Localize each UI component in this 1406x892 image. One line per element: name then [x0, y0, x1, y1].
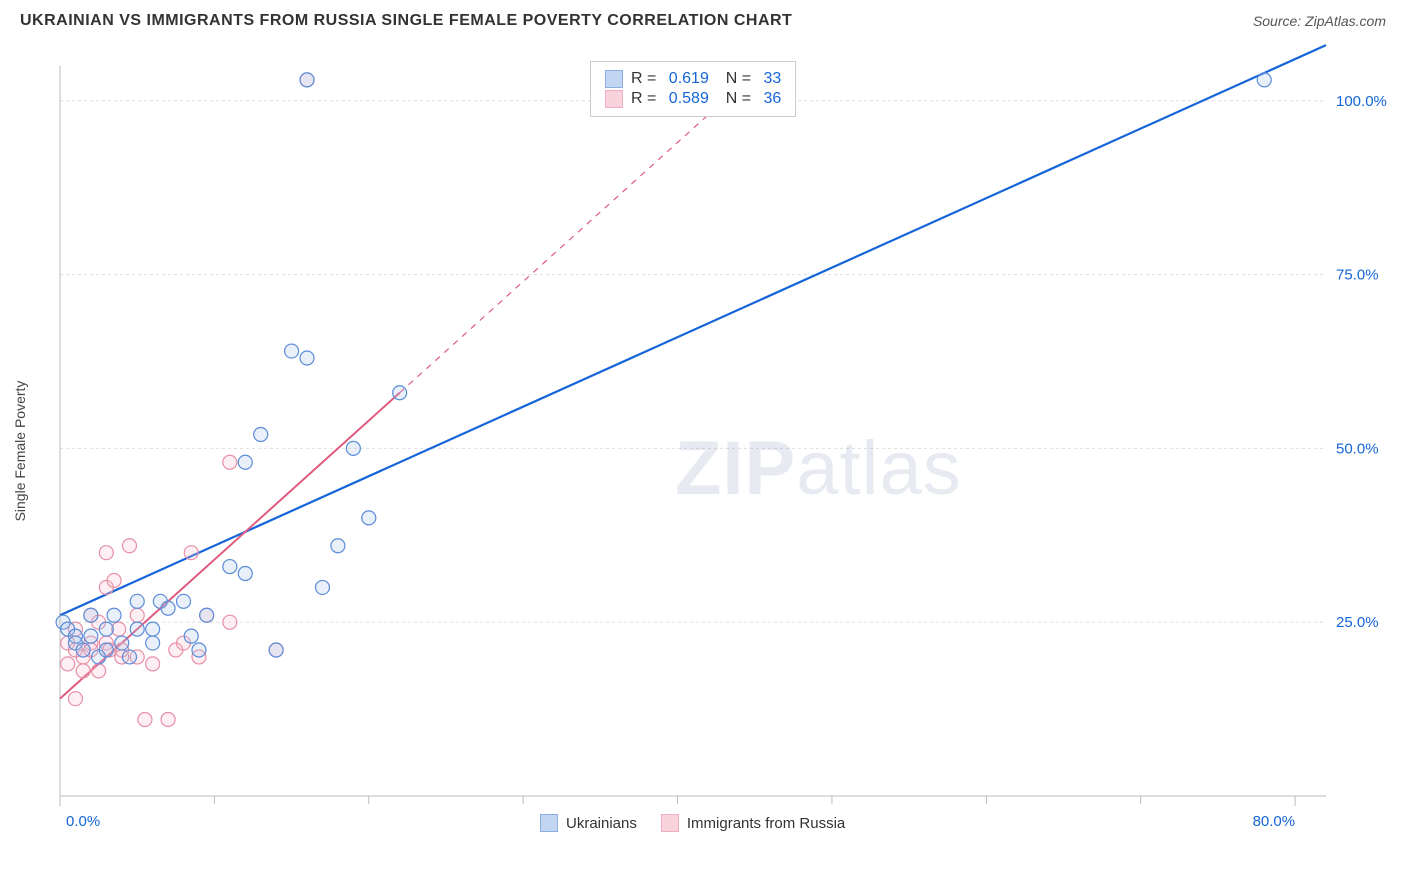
data-point — [122, 650, 136, 664]
data-point — [331, 539, 345, 553]
data-point — [130, 594, 144, 608]
data-point — [99, 622, 113, 636]
data-point — [99, 643, 113, 657]
data-point — [76, 664, 90, 678]
chart-source: Source: ZipAtlas.com — [1253, 13, 1386, 29]
data-point — [107, 573, 121, 587]
y-tick-label: 25.0% — [1336, 614, 1379, 631]
correlation-legend: R = 0.619 N = 33R = 0.589 N = 36 — [590, 61, 796, 117]
series-name: Ukrainians — [566, 815, 637, 832]
legend-n-value: 33 — [764, 70, 782, 88]
data-point — [192, 643, 206, 657]
data-point — [68, 692, 82, 706]
legend-swatch — [661, 814, 679, 832]
data-point — [285, 344, 299, 358]
data-point — [61, 657, 75, 671]
y-tick-label: 75.0% — [1336, 267, 1379, 284]
legend-r-value: 0.589 — [669, 90, 709, 108]
data-point — [76, 643, 90, 657]
y-tick-label: 100.0% — [1336, 93, 1387, 110]
x-tick-label: 80.0% — [1253, 813, 1296, 830]
scatter-chart-svg: 25.0% 50.0% 75.0% 100.0% 0.0% 80.0% — [50, 46, 1386, 856]
data-point — [346, 441, 360, 455]
data-point — [107, 608, 121, 622]
data-point — [223, 615, 237, 629]
data-point — [238, 567, 252, 581]
legend-n-label: N = — [717, 90, 756, 108]
data-point — [122, 539, 136, 553]
legend-r-label: R = — [631, 70, 661, 88]
legend-n-value: 36 — [764, 90, 782, 108]
data-point — [99, 546, 113, 560]
data-point — [184, 629, 198, 643]
data-point — [115, 636, 129, 650]
legend-r-value: 0.619 — [669, 70, 709, 88]
trend-line — [60, 45, 1326, 615]
legend-r-label: R = — [631, 90, 661, 108]
data-point — [177, 594, 191, 608]
legend-swatch — [540, 814, 558, 832]
data-point — [161, 713, 175, 727]
data-point — [1257, 73, 1271, 87]
data-point — [269, 643, 283, 657]
data-point — [223, 560, 237, 574]
data-point — [184, 546, 198, 560]
data-point — [393, 386, 407, 400]
legend-row: R = 0.619 N = 33 — [605, 70, 781, 88]
data-point — [161, 601, 175, 615]
data-point — [84, 608, 98, 622]
data-point — [92, 664, 106, 678]
data-point — [146, 622, 160, 636]
data-point — [362, 511, 376, 525]
data-point — [146, 636, 160, 650]
legend-row: R = 0.589 N = 36 — [605, 90, 781, 108]
data-point — [223, 455, 237, 469]
data-point — [130, 608, 144, 622]
data-point — [238, 455, 252, 469]
data-point — [315, 580, 329, 594]
data-point — [254, 427, 268, 441]
trend-line-extension — [400, 73, 755, 393]
data-point — [146, 657, 160, 671]
legend-n-label: N = — [717, 70, 756, 88]
data-point — [300, 351, 314, 365]
data-point — [300, 73, 314, 87]
x-tick-label: 0.0% — [66, 813, 100, 830]
series-legend-item: Immigrants from Russia — [661, 814, 845, 832]
legend-swatch — [605, 90, 623, 108]
chart-title: UKRAINIAN VS IMMIGRANTS FROM RUSSIA SING… — [20, 12, 792, 30]
legend-swatch — [605, 70, 623, 88]
series-legend: Ukrainians Immigrants from Russia — [540, 814, 845, 832]
chart-header: UKRAINIAN VS IMMIGRANTS FROM RUSSIA SING… — [0, 0, 1406, 38]
data-point — [84, 629, 98, 643]
y-tick-label: 50.0% — [1336, 440, 1379, 457]
data-point — [130, 622, 144, 636]
data-point — [200, 608, 214, 622]
series-legend-item: Ukrainians — [540, 814, 637, 832]
series-name: Immigrants from Russia — [687, 815, 845, 832]
data-point — [138, 713, 152, 727]
chart-area: Single Female Poverty 25.0%50.0%75.0%100… — [50, 46, 1386, 856]
y-axis-label: Single Female Poverty — [12, 381, 28, 522]
